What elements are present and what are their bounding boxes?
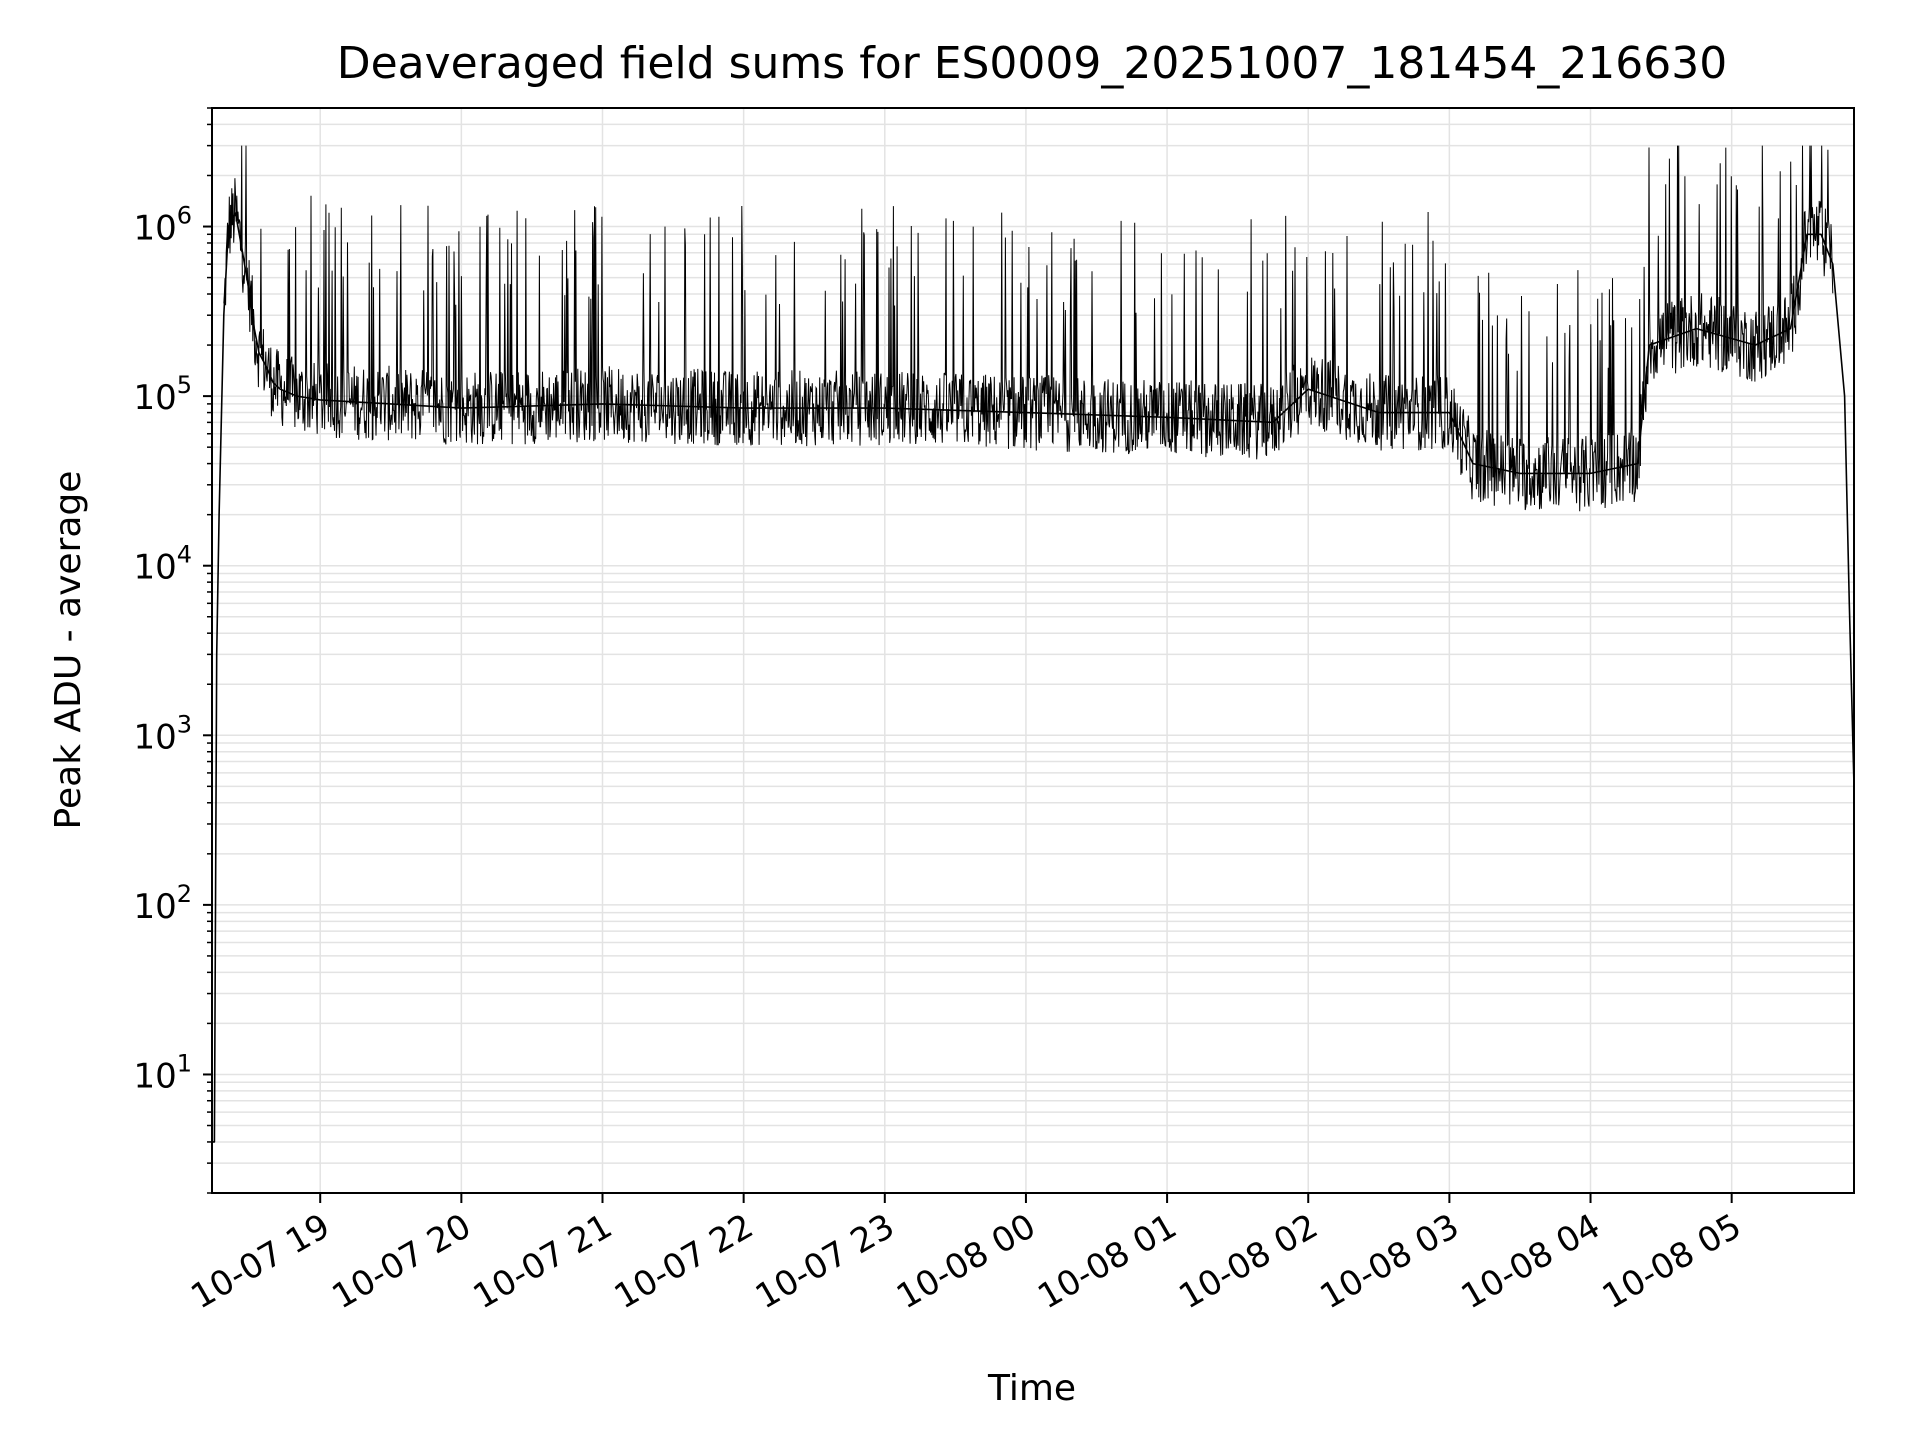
x-tick-label: 10-08 02 bbox=[1172, 1206, 1324, 1317]
y-tick-label: 106 bbox=[133, 202, 192, 249]
x-tick-label: 10-08 04 bbox=[1455, 1206, 1607, 1317]
y-tick-label-base: 10 bbox=[133, 548, 176, 588]
plot-frame bbox=[211, 107, 1855, 1194]
y-tick-label: 103 bbox=[133, 710, 192, 757]
x-tick-label: 10-07 22 bbox=[608, 1206, 760, 1317]
x-tick-label: 10-08 00 bbox=[890, 1206, 1042, 1317]
chart-title: Deaveraged field sums for ES0009_2025100… bbox=[337, 38, 1728, 89]
y-tick-label-exponent: 6 bbox=[177, 202, 192, 230]
y-tick-label-base: 10 bbox=[133, 717, 176, 757]
y-tick-label-exponent: 1 bbox=[177, 1049, 192, 1077]
x-tick-label: 10-07 20 bbox=[325, 1206, 477, 1317]
x-tick-label: 10-08 05 bbox=[1596, 1206, 1748, 1317]
x-tick-label: 10-08 03 bbox=[1313, 1206, 1465, 1317]
y-axis-label: Peak ADU - average bbox=[48, 471, 89, 830]
x-tick-label: 10-08 01 bbox=[1031, 1206, 1183, 1317]
y-tick-label-base: 10 bbox=[133, 209, 176, 249]
y-tick-label: 101 bbox=[133, 1049, 192, 1096]
x-tick-label: 10-07 21 bbox=[467, 1206, 619, 1317]
y-tick-label-base: 10 bbox=[133, 887, 176, 927]
series-layer bbox=[212, 145, 1855, 1143]
y-tick-label-exponent: 2 bbox=[177, 880, 192, 908]
y-tick-label-exponent: 3 bbox=[177, 710, 192, 738]
y-tick-label: 105 bbox=[133, 371, 192, 418]
series-fluctuation bbox=[223, 145, 1834, 512]
x-tick-label: 10-07 23 bbox=[749, 1206, 901, 1317]
y-tick-label: 104 bbox=[133, 541, 192, 588]
x-tick-label: 10-07 19 bbox=[184, 1206, 336, 1317]
y-tick-label: 102 bbox=[133, 880, 192, 927]
y-tick-label-base: 10 bbox=[133, 378, 176, 418]
x-axis-label: Time bbox=[987, 1368, 1076, 1409]
y-tick-label-base: 10 bbox=[133, 1056, 176, 1096]
y-tick-label-exponent: 5 bbox=[177, 371, 192, 399]
y-tick-label-exponent: 4 bbox=[177, 541, 192, 569]
